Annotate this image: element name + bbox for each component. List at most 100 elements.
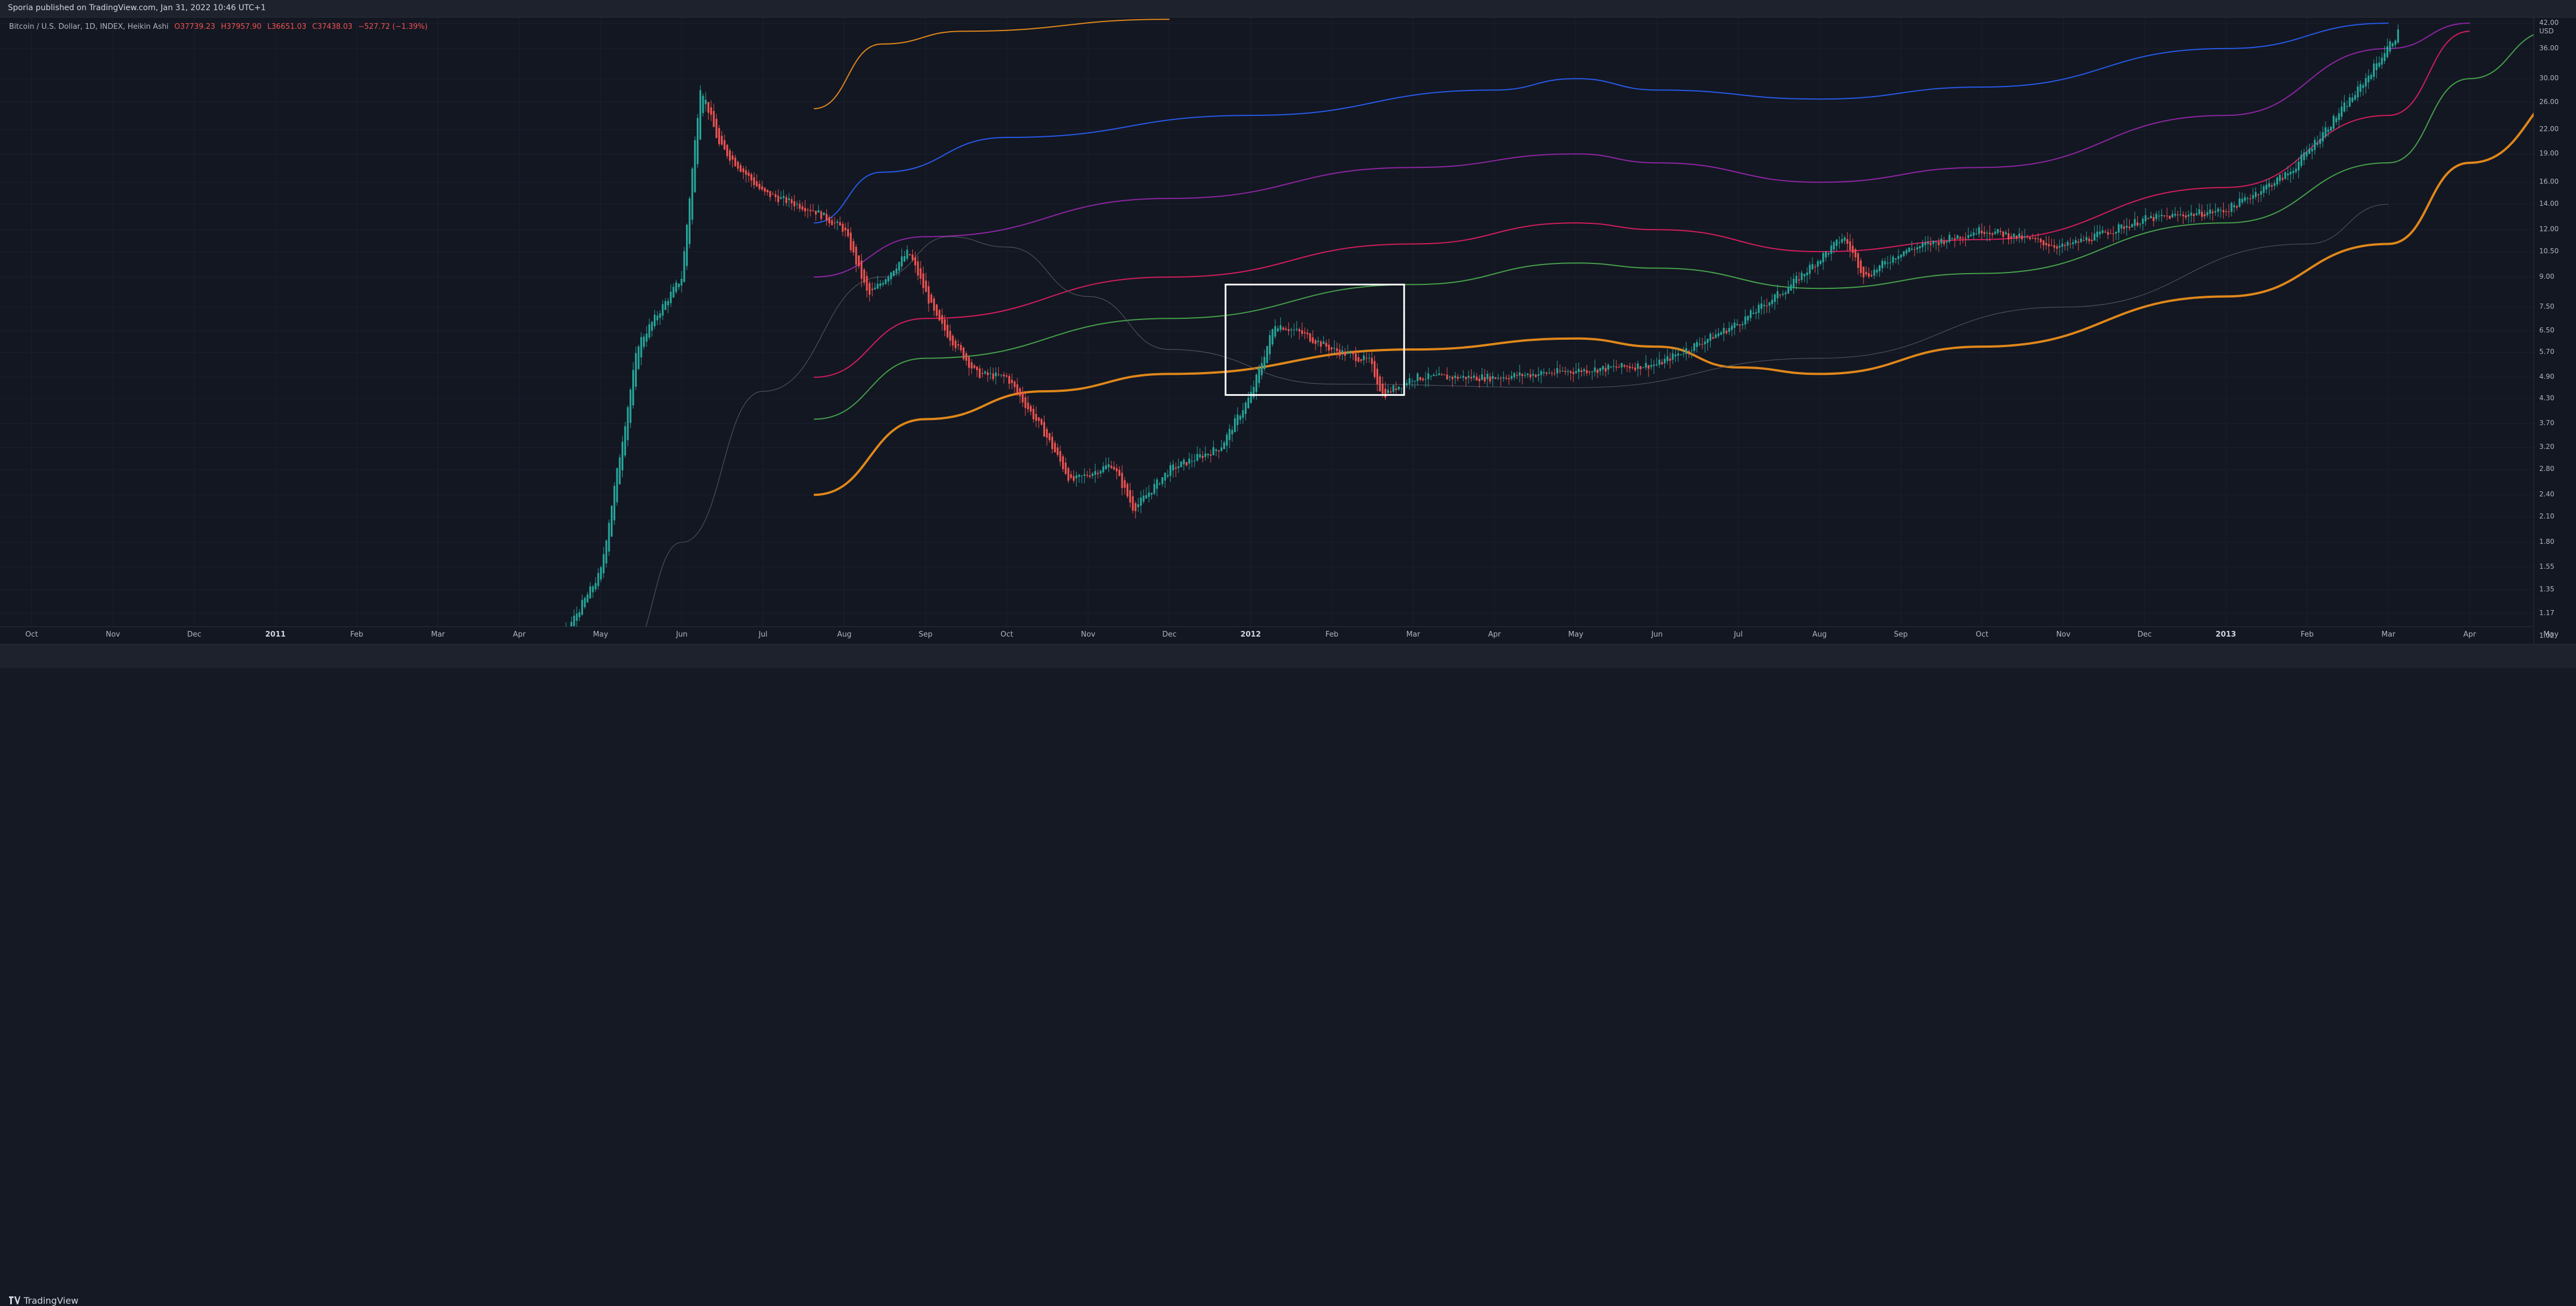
candle-body [1003, 374, 1005, 377]
price-tick-label: 19.00 [2539, 149, 2559, 158]
price-tick-label: 22.00 [2539, 125, 2559, 133]
candle-body [2335, 118, 2337, 123]
candle-body [1451, 377, 1453, 379]
candle-body [1382, 383, 1384, 394]
candle-body [2187, 214, 2190, 217]
candle-body [742, 168, 744, 172]
candle-body [1497, 378, 1499, 379]
candle-body [1331, 347, 1333, 350]
candle-body [1395, 388, 1397, 391]
candle-body [1693, 343, 1695, 351]
candle-body [576, 613, 578, 621]
candle-body [2016, 235, 2018, 239]
candle-body [1529, 374, 1531, 378]
candle-body [874, 287, 876, 289]
candle-body [1242, 410, 1244, 418]
candle-body [1809, 265, 1811, 274]
candle-body [1032, 408, 1034, 420]
candle-body [2389, 41, 2391, 52]
candle-body [1207, 453, 1209, 456]
candle-body [912, 254, 914, 261]
candle-body [1129, 490, 1131, 503]
band-line [814, 23, 2470, 278]
candle-body [1787, 288, 1789, 293]
candle-body [1626, 366, 1628, 367]
candle-body [1425, 379, 1427, 380]
candle-body [2214, 211, 2216, 213]
price-tick-label: 1.55 [2539, 562, 2555, 570]
legend-high: H37957.90 [221, 23, 262, 31]
candle-body [1698, 343, 1701, 345]
candle-body [1988, 232, 1991, 235]
candle-body [726, 145, 728, 157]
candle-body [1733, 322, 1736, 328]
candle-body [1642, 367, 1645, 369]
candle-body [1468, 375, 1470, 378]
candle-body [1170, 465, 1172, 476]
candle-body [1199, 454, 1201, 457]
time-tick-label: 2013 [2215, 630, 2236, 639]
candle-body [643, 336, 645, 347]
candle-body [1916, 247, 1918, 250]
candle-body [793, 201, 796, 206]
candle-body [901, 256, 903, 267]
candle-body [707, 102, 710, 113]
candle-body [914, 257, 916, 266]
candle-body [2341, 106, 2343, 117]
price-tick-label: 4.90 [2539, 373, 2555, 381]
candle-body [920, 268, 922, 279]
time-tick-label: Feb [1325, 630, 1339, 639]
price-tick-label: 1.35 [2539, 585, 2555, 594]
candle-body [995, 372, 997, 377]
candle-body [927, 286, 930, 304]
candle-body [2158, 215, 2160, 217]
candle-body [1596, 369, 1599, 373]
candle-body [2220, 210, 2222, 211]
candle-body [963, 347, 965, 360]
candle-body [895, 268, 897, 274]
candle-body [1097, 473, 1099, 474]
candle-body [579, 612, 581, 617]
candle-body [1526, 373, 1529, 375]
candle-body [2051, 245, 2053, 246]
candle-body [1741, 324, 1744, 325]
candle-body [935, 304, 938, 316]
time-tick-label: Nov [106, 630, 120, 639]
candle-body [710, 107, 712, 115]
candle-body [1440, 374, 1443, 375]
price-axis[interactable] [2534, 18, 2576, 643]
candle-body [1019, 388, 1021, 396]
candle-body [1578, 369, 1580, 373]
time-tick-label: Dec [1162, 630, 1177, 639]
candle-body [987, 372, 989, 375]
candle-body [1059, 451, 1062, 462]
candle-body [1408, 378, 1410, 384]
candle-body [1140, 498, 1142, 506]
time-axis[interactable] [0, 626, 2534, 644]
candle-body [1067, 468, 1069, 481]
candle-body [2362, 85, 2364, 88]
candle-body [783, 196, 785, 198]
candle-body [877, 283, 879, 289]
candle-body [1580, 370, 1582, 373]
candle-body [756, 181, 758, 187]
candle-body [1489, 376, 1491, 382]
price-chart[interactable] [0, 18, 2534, 626]
candle-body [1145, 495, 1147, 499]
candle-body [2257, 194, 2259, 196]
candle-body [2327, 129, 2329, 132]
candle-body [691, 168, 693, 220]
candle-body [619, 457, 621, 485]
candle-body [2117, 224, 2120, 233]
candle-body [648, 324, 650, 338]
candle-body [2332, 115, 2335, 129]
candle-body [2083, 240, 2085, 241]
candle-body [1763, 305, 1765, 306]
candle-body [1672, 353, 1674, 360]
candle-body [1473, 375, 1475, 378]
price-tick-label: 1.80 [2539, 538, 2555, 546]
candle-body [1518, 373, 1521, 376]
candle-body [1347, 352, 1349, 354]
candle-body [1006, 375, 1008, 377]
candle-body [1723, 327, 1725, 334]
